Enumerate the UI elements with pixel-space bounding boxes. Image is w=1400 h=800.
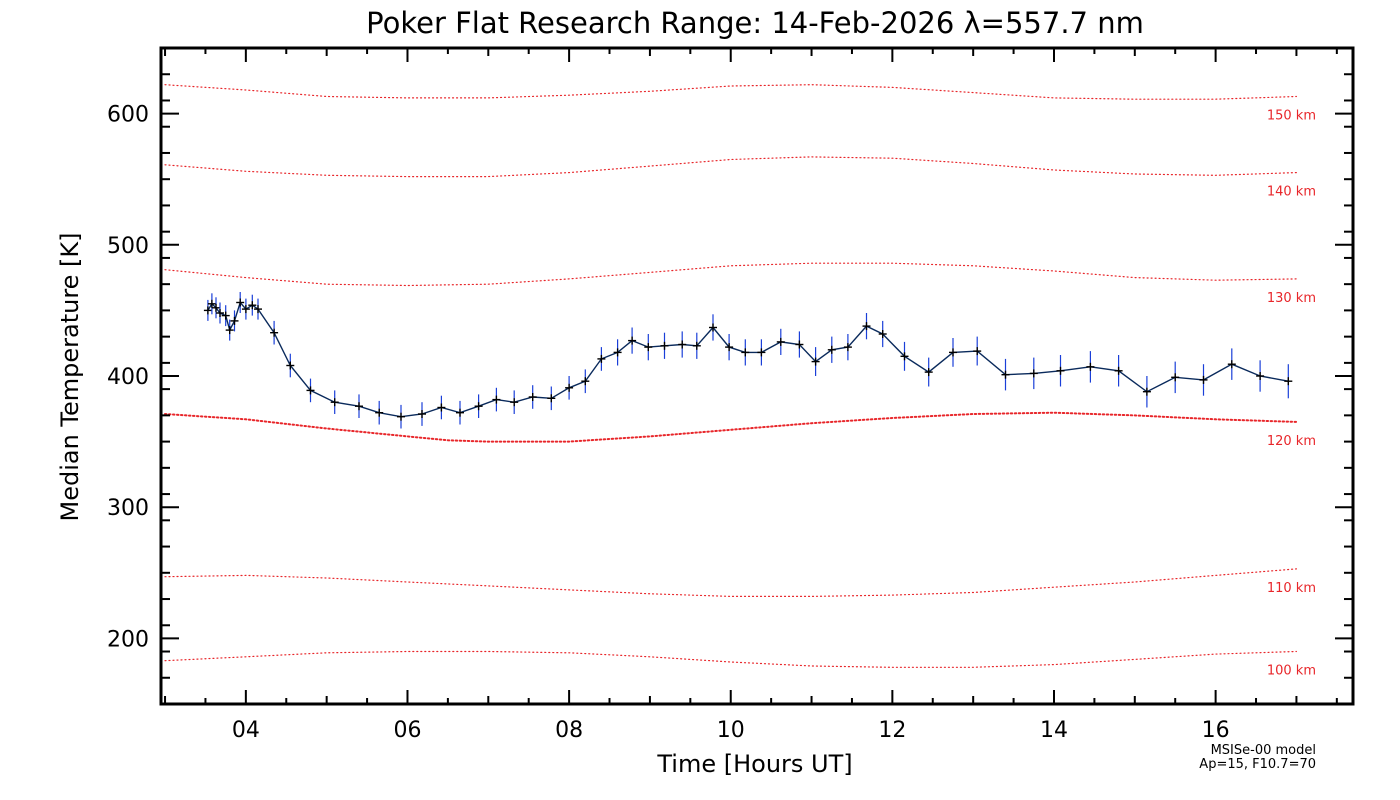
model-curve-140-km xyxy=(164,156,1298,178)
data-point xyxy=(207,299,216,308)
x-tick-label: 04 xyxy=(232,718,260,743)
plot-frame xyxy=(159,46,1355,706)
data-point xyxy=(1284,377,1293,386)
model-label-120-km: 120 km xyxy=(1267,434,1316,449)
x-tick-label: 14 xyxy=(1040,718,1068,743)
data-point xyxy=(418,410,426,418)
model-label-150-km: 150 km xyxy=(1267,109,1316,124)
data-point xyxy=(456,408,464,417)
data-point xyxy=(741,348,750,357)
x-tick-label: 16 xyxy=(1202,718,1230,743)
data-point xyxy=(827,345,836,354)
model-curve-100-km xyxy=(164,650,1298,668)
data-point xyxy=(212,303,220,312)
model-curve-130-km xyxy=(164,262,1298,287)
data-point xyxy=(1171,373,1180,382)
data-point xyxy=(900,352,909,361)
data-point xyxy=(1114,366,1123,375)
data-point xyxy=(528,393,537,401)
data-point xyxy=(709,323,717,332)
y-tick-label: 300 xyxy=(107,496,149,521)
data-point xyxy=(1256,372,1265,380)
y-tick-label: 400 xyxy=(107,365,149,390)
data-point xyxy=(474,402,483,411)
data-point xyxy=(628,336,637,345)
data-point xyxy=(397,412,405,421)
model-curve-120-km xyxy=(164,411,1298,443)
data-point xyxy=(1199,375,1208,384)
data-point xyxy=(236,298,245,307)
model-label-130-km: 130 km xyxy=(1267,291,1316,306)
data-point xyxy=(1086,362,1095,371)
data-point xyxy=(241,305,250,314)
data-point xyxy=(613,348,622,357)
data-point xyxy=(1056,366,1065,375)
data-point xyxy=(1227,360,1236,369)
data-point xyxy=(1029,369,1038,378)
data-point xyxy=(492,395,501,404)
data-point xyxy=(924,368,933,377)
data-point xyxy=(973,347,982,356)
data-point xyxy=(1142,387,1151,396)
data-point xyxy=(437,403,446,412)
model-label-100-km: 100 km xyxy=(1267,664,1316,679)
data-point xyxy=(216,309,224,317)
x-tick-label: 06 xyxy=(393,718,421,743)
data-point xyxy=(375,408,384,417)
data-point xyxy=(330,398,339,407)
data-point xyxy=(248,301,257,310)
chart-title: Poker Flat Research Range: 14-Feb-2026 λ… xyxy=(366,6,1144,40)
data-point xyxy=(949,348,957,357)
y-tick-label: 200 xyxy=(107,627,149,652)
data-point xyxy=(270,328,279,337)
data-series xyxy=(203,292,1293,429)
y-tick-label: 600 xyxy=(107,103,149,128)
data-point xyxy=(678,340,687,349)
data-point xyxy=(355,402,363,411)
data-point xyxy=(776,337,785,346)
data-point xyxy=(510,398,519,407)
y-axis-label: Median Temperature [K] xyxy=(56,232,84,521)
data-point xyxy=(692,341,701,350)
data-point xyxy=(757,348,766,357)
data-point xyxy=(843,343,852,352)
model-note-line2: Ap=15, F10.7=70 xyxy=(1199,757,1316,772)
data-point xyxy=(878,330,887,338)
data-point xyxy=(1001,370,1010,379)
data-point xyxy=(660,341,669,350)
model-curve-150-km xyxy=(164,84,1298,100)
data-point xyxy=(725,343,734,352)
data-point xyxy=(225,326,234,335)
model-note-line1: MSISe-00 model xyxy=(1211,743,1316,758)
data-point xyxy=(644,343,653,352)
model-curves: 150 km 140 km 130 km 120 km 110 km 100 km xyxy=(164,84,1316,679)
data-point xyxy=(254,305,262,314)
model-curve-110-km xyxy=(164,568,1298,598)
data-point xyxy=(547,394,556,403)
y-tick-label: 500 xyxy=(107,234,149,259)
data-point xyxy=(565,383,574,392)
data-point xyxy=(203,306,212,315)
axis-ticks: 04 06 08 10 12 14 16 200 300 400 500 600 xyxy=(107,47,1353,743)
data-point xyxy=(811,357,820,366)
data-line xyxy=(207,301,1289,418)
x-axis-label: Time [Hours UT] xyxy=(656,750,852,778)
model-label-110-km: 110 km xyxy=(1267,581,1316,596)
model-label-140-km: 140 km xyxy=(1267,185,1316,200)
data-point xyxy=(306,386,315,395)
data-point xyxy=(862,322,871,331)
data-point xyxy=(230,316,239,325)
x-tick-label: 08 xyxy=(555,718,583,743)
data-point xyxy=(795,340,804,349)
x-tick-label: 10 xyxy=(717,718,745,743)
data-point xyxy=(286,361,295,370)
x-tick-label: 12 xyxy=(878,718,906,743)
data-point xyxy=(597,354,606,363)
data-point xyxy=(221,311,230,320)
data-point xyxy=(581,377,590,386)
